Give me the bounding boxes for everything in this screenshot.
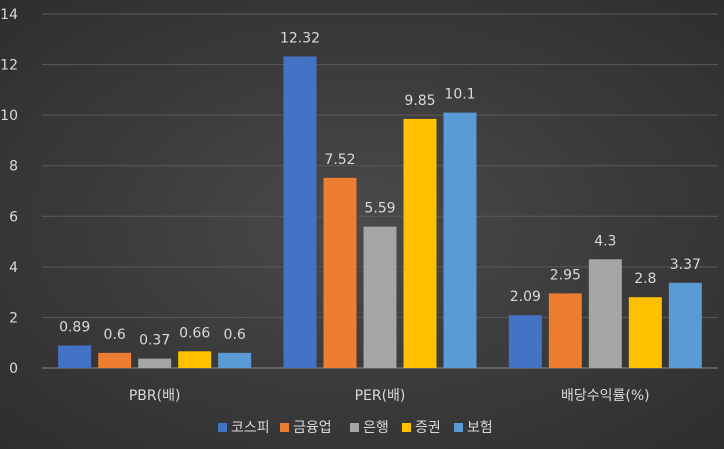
data-label: 4.3 — [594, 233, 616, 249]
data-label: 2.95 — [550, 267, 581, 283]
bar — [363, 226, 397, 368]
data-label: 0.37 — [139, 333, 170, 349]
gridlines — [42, 13, 718, 369]
y-tick-label: 8 — [9, 159, 18, 175]
data-labels: 0.89 0.6 0.37 0.66 0.6 12.32 7.52 5.59 9.85 10.1 2… — [59, 30, 701, 348]
data-label: 3.37 — [670, 257, 701, 273]
y-tick-label: 14 — [0, 7, 18, 23]
y-tick-label: 6 — [9, 209, 18, 225]
bar — [218, 352, 252, 368]
bar — [138, 358, 172, 368]
y-tick-label: 10 — [0, 108, 18, 124]
data-label: 9.85 — [404, 93, 435, 109]
legend-swatch — [454, 423, 463, 432]
bar — [178, 351, 212, 368]
bar — [588, 259, 622, 368]
y-tick-label: 2 — [9, 310, 18, 326]
y-axis-ticks: 0 2 4 6 8 10 12 14 — [0, 7, 18, 377]
bar — [508, 315, 542, 368]
bar — [403, 118, 437, 368]
y-tick-label: 4 — [9, 260, 18, 276]
bar — [443, 112, 477, 368]
bar — [628, 297, 662, 368]
bar — [668, 282, 702, 368]
legend: 코스피 금융업 은행 증권 보험 — [218, 420, 493, 436]
bar — [58, 345, 92, 368]
y-tick-label: 12 — [0, 58, 18, 74]
category-label: 배당수익률(%) — [561, 388, 650, 404]
legend-swatch — [218, 423, 227, 432]
data-label: 2.8 — [634, 271, 656, 287]
legend-label: 은행 — [363, 420, 389, 436]
bar — [548, 293, 582, 368]
data-label: 7.52 — [324, 152, 355, 168]
legend-swatch — [280, 423, 289, 432]
data-label: 0.6 — [224, 327, 246, 343]
data-label: 0.66 — [179, 325, 210, 341]
data-label: 5.59 — [364, 201, 395, 217]
legend-label: 증권 — [415, 420, 441, 436]
legend-label: 코스피 — [231, 420, 270, 436]
data-label: 2.09 — [510, 289, 541, 305]
bars — [58, 56, 702, 368]
bar — [98, 352, 132, 368]
bar — [323, 177, 357, 368]
category-label: PER(배) — [355, 388, 406, 404]
legend-swatch — [350, 423, 359, 432]
data-label: 0.89 — [59, 319, 90, 335]
legend-label: 금융업 — [293, 420, 332, 436]
x-axis-categories: PBR(배) PER(배) 배당수익률(%) — [129, 388, 650, 404]
bar — [283, 56, 317, 368]
legend-swatch — [402, 423, 411, 432]
data-label: 10.1 — [444, 87, 475, 103]
category-label: PBR(배) — [129, 388, 181, 404]
data-label: 12.32 — [280, 30, 320, 46]
y-tick-label: 0 — [9, 361, 18, 377]
legend-label: 보험 — [467, 420, 493, 436]
data-label: 0.6 — [104, 327, 126, 343]
